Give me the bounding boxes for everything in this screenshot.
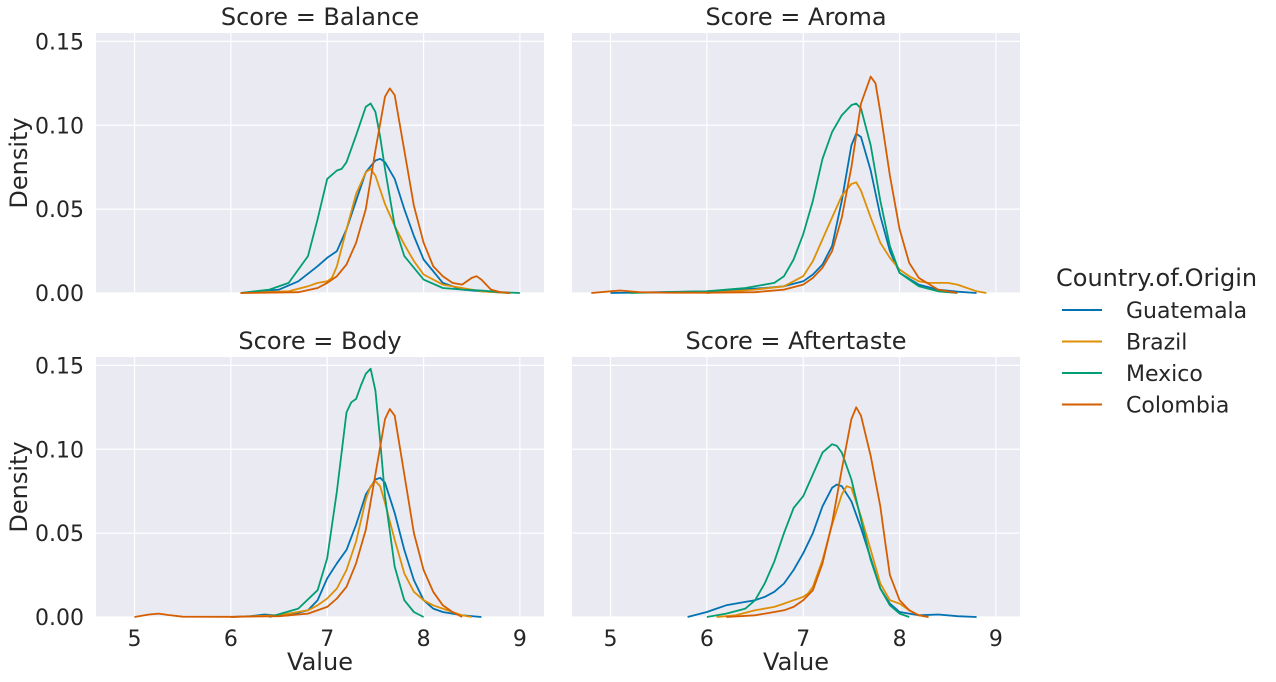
- x-tick-label: 9: [513, 627, 527, 652]
- series-line-mexico: [629, 102, 958, 294]
- series-line-mexico: [706, 443, 910, 618]
- legend: Country.of.Origin Guatemala Brazil Mexico C…: [1056, 264, 1257, 419]
- x-tick-label: 6: [224, 627, 238, 652]
- panel-background: [96, 357, 544, 617]
- y-axis-label: Density: [5, 117, 33, 208]
- series-line-brazil: [240, 168, 511, 294]
- series-line-mexico: [240, 102, 520, 294]
- panel-title: Score = Balance: [221, 3, 419, 31]
- x-axis-label: Value: [287, 648, 353, 676]
- legend-entry-colombia: Colombia: [1062, 394, 1229, 419]
- y-axis-label: Density: [5, 441, 33, 532]
- panel-4: Score = Aftertaste 5 6 7 8 9 Value: [572, 327, 1020, 676]
- legend-label: Colombia: [1126, 394, 1229, 419]
- x-tick-label: 9: [989, 627, 1003, 652]
- legend-label: Brazil: [1126, 331, 1187, 356]
- panel-title: Score = Aroma: [705, 3, 886, 31]
- legend-entry-mexico: Mexico: [1062, 362, 1203, 387]
- panel-background: [572, 357, 1020, 617]
- series-line-colombia: [134, 408, 463, 618]
- legend-entry-guatemala: Guatemala: [1062, 299, 1247, 324]
- y-tick-label: 0.10: [35, 114, 84, 139]
- x-tick-label: 7: [796, 627, 810, 652]
- panel-background: [572, 33, 1020, 293]
- x-tick-label: 6: [700, 627, 714, 652]
- series-line-colombia: [591, 75, 958, 294]
- y-tick-label: 0.00: [35, 282, 84, 307]
- series-line-mexico: [269, 367, 425, 618]
- x-tick-label: 8: [893, 627, 907, 652]
- x-tick-label: 7: [320, 627, 334, 652]
- series-line-brazil: [706, 181, 987, 294]
- panels-layer: Score = Balance0.000.050.100.15DensitySc…: [5, 3, 1020, 676]
- panel-title: Score = Aftertaste: [685, 327, 906, 355]
- y-tick-label: 0.05: [35, 198, 84, 223]
- legend-entry-brazil: Brazil: [1062, 331, 1187, 356]
- panel-1: Score = Balance 0.00 0.05 0.10 0.15 Density: [5, 3, 544, 307]
- x-tick-label: 5: [128, 627, 142, 652]
- legend-title: Country.of.Origin: [1056, 264, 1257, 292]
- y-tick-label: 0.15: [35, 30, 84, 55]
- series-line-brazil: [230, 480, 472, 618]
- x-tick-label: 8: [417, 627, 431, 652]
- y-tick-label: 0.10: [35, 438, 84, 463]
- series-line-guatemala: [687, 483, 977, 618]
- y-tick-label: 0.00: [35, 606, 84, 631]
- legend-label: Guatemala: [1126, 299, 1247, 324]
- panel-title: Score = Body: [238, 327, 401, 355]
- panel-background: [96, 33, 544, 293]
- panel-2: Score = Aroma: [572, 3, 1020, 294]
- series-line-colombia: [240, 87, 511, 294]
- x-tick-label: 5: [604, 627, 618, 652]
- x-axis-label: Value: [763, 648, 829, 676]
- legend-label: Mexico: [1126, 362, 1203, 387]
- panel-3: Score = Body 0.00 0.05 0.10 0.15 Density 5 6 7 8 9…: [5, 327, 544, 676]
- y-tick-label: 0.15: [35, 354, 84, 379]
- y-tick-label: 0.05: [35, 522, 84, 547]
- series-line-brazil: [716, 485, 929, 618]
- series-line-colombia: [726, 406, 929, 618]
